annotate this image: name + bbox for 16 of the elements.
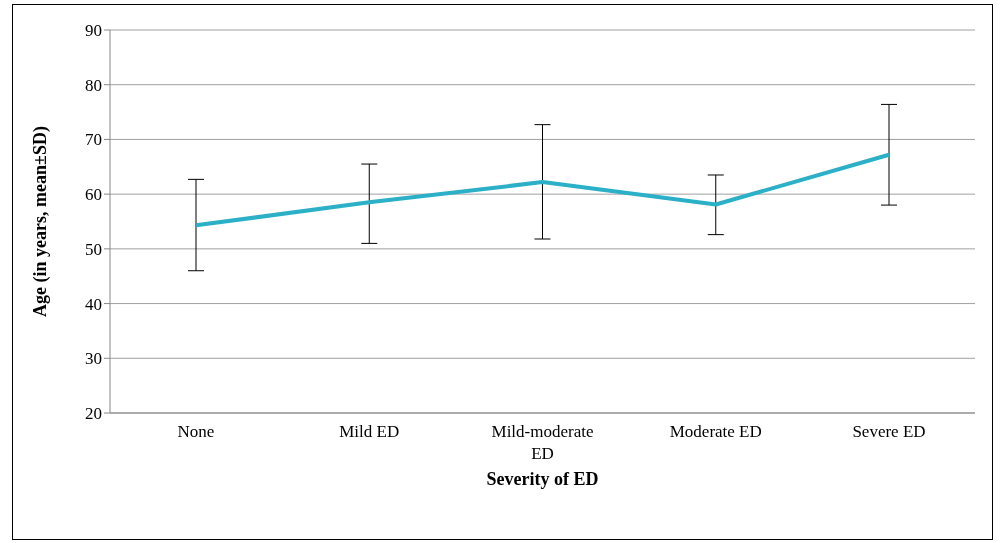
y-tick-label: 30 <box>85 349 102 369</box>
y-tick-label: 40 <box>85 294 102 314</box>
y-tick-label: 20 <box>85 404 102 424</box>
x-tick-label: Moderate ED <box>669 422 762 441</box>
y-tick-label: 80 <box>85 75 102 95</box>
x-tick-label: Mild-moderate ED <box>491 422 594 463</box>
y-tick-label: 50 <box>85 239 102 259</box>
x-axis-title: Severity of ED <box>486 469 599 489</box>
y-axis-title: Age (in years, mean±SD) <box>30 126 52 317</box>
x-tick-label: None <box>177 422 215 441</box>
y-tick-label: 90 <box>85 21 102 41</box>
y-tick-label: 60 <box>85 185 102 205</box>
line-series <box>194 152 891 228</box>
x-tick-label: Mild ED <box>339 422 400 441</box>
x-tick-label: Severe ED <box>852 422 926 441</box>
y-tick-label: 70 <box>85 130 102 150</box>
